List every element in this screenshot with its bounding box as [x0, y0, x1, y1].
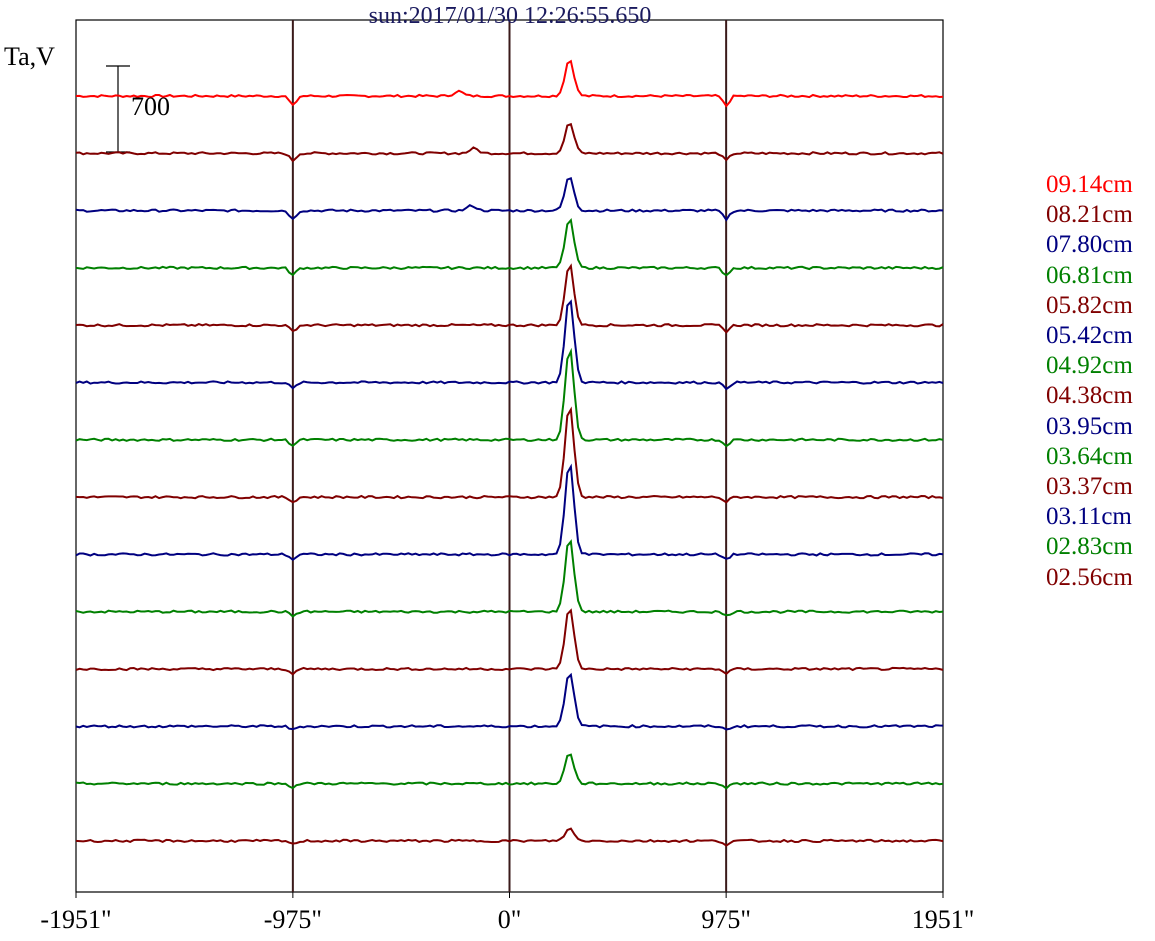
x-tick-label-2: 0" — [497, 905, 522, 934]
series-line-7 — [75, 406, 944, 504]
legend-item-7: 04.38cm — [1046, 382, 1133, 410]
series-line-13 — [75, 827, 944, 847]
legend-item-2: 07.80cm — [1046, 231, 1133, 259]
legend-item-11: 03.11cm — [1046, 503, 1132, 531]
series-line-8 — [75, 463, 944, 562]
x-tick-label-3: 975" — [701, 905, 751, 934]
series-line-2 — [75, 176, 944, 222]
series-line-6 — [75, 347, 944, 448]
legend-item-10: 03.37cm — [1046, 473, 1133, 501]
series-line-9 — [75, 539, 944, 618]
scale-bar — [106, 65, 130, 153]
limb-markers — [291, 20, 728, 892]
legend-item-12: 02.83cm — [1046, 533, 1133, 561]
scale-bar-label: 700 — [131, 92, 170, 121]
series-lines — [75, 59, 944, 847]
legend-item-6: 04.92cm — [1046, 352, 1133, 380]
series-line-5 — [75, 299, 944, 391]
chart-title: sun:2017/01/30 12:26:55.650 — [368, 3, 652, 29]
series-line-11 — [75, 672, 944, 731]
y-axis-label: Ta,V — [4, 42, 55, 71]
series-line-12 — [75, 753, 944, 790]
x-tick-marks — [75, 892, 944, 898]
legend-item-9: 03.64cm — [1046, 442, 1133, 470]
legend-item-5: 05.42cm — [1046, 322, 1133, 350]
x-tick-label-0: -1951" — [40, 905, 112, 934]
legend: 09.14cm 08.21cm 07.80cm 06.81cm 05.82cm 05.42… — [1046, 170, 1133, 593]
legend-item-3: 06.81cm — [1046, 261, 1133, 289]
legend-item-0: 09.14cm — [1046, 171, 1133, 198]
x-tick-label-4: 1951" — [911, 905, 975, 934]
legend-item-8: 03.95cm — [1046, 412, 1133, 440]
legend-item-4: 05.82cm — [1046, 291, 1133, 319]
series-line-1 — [75, 122, 944, 163]
x-tick-label-1: -975" — [263, 905, 322, 934]
series-line-10 — [75, 608, 944, 676]
series-line-4 — [75, 263, 944, 334]
series-line-3 — [75, 217, 944, 277]
series-line-0 — [75, 59, 944, 108]
legend-item-13: 02.56cm — [1046, 563, 1133, 591]
legend-item-1: 08.21cm — [1046, 201, 1133, 229]
